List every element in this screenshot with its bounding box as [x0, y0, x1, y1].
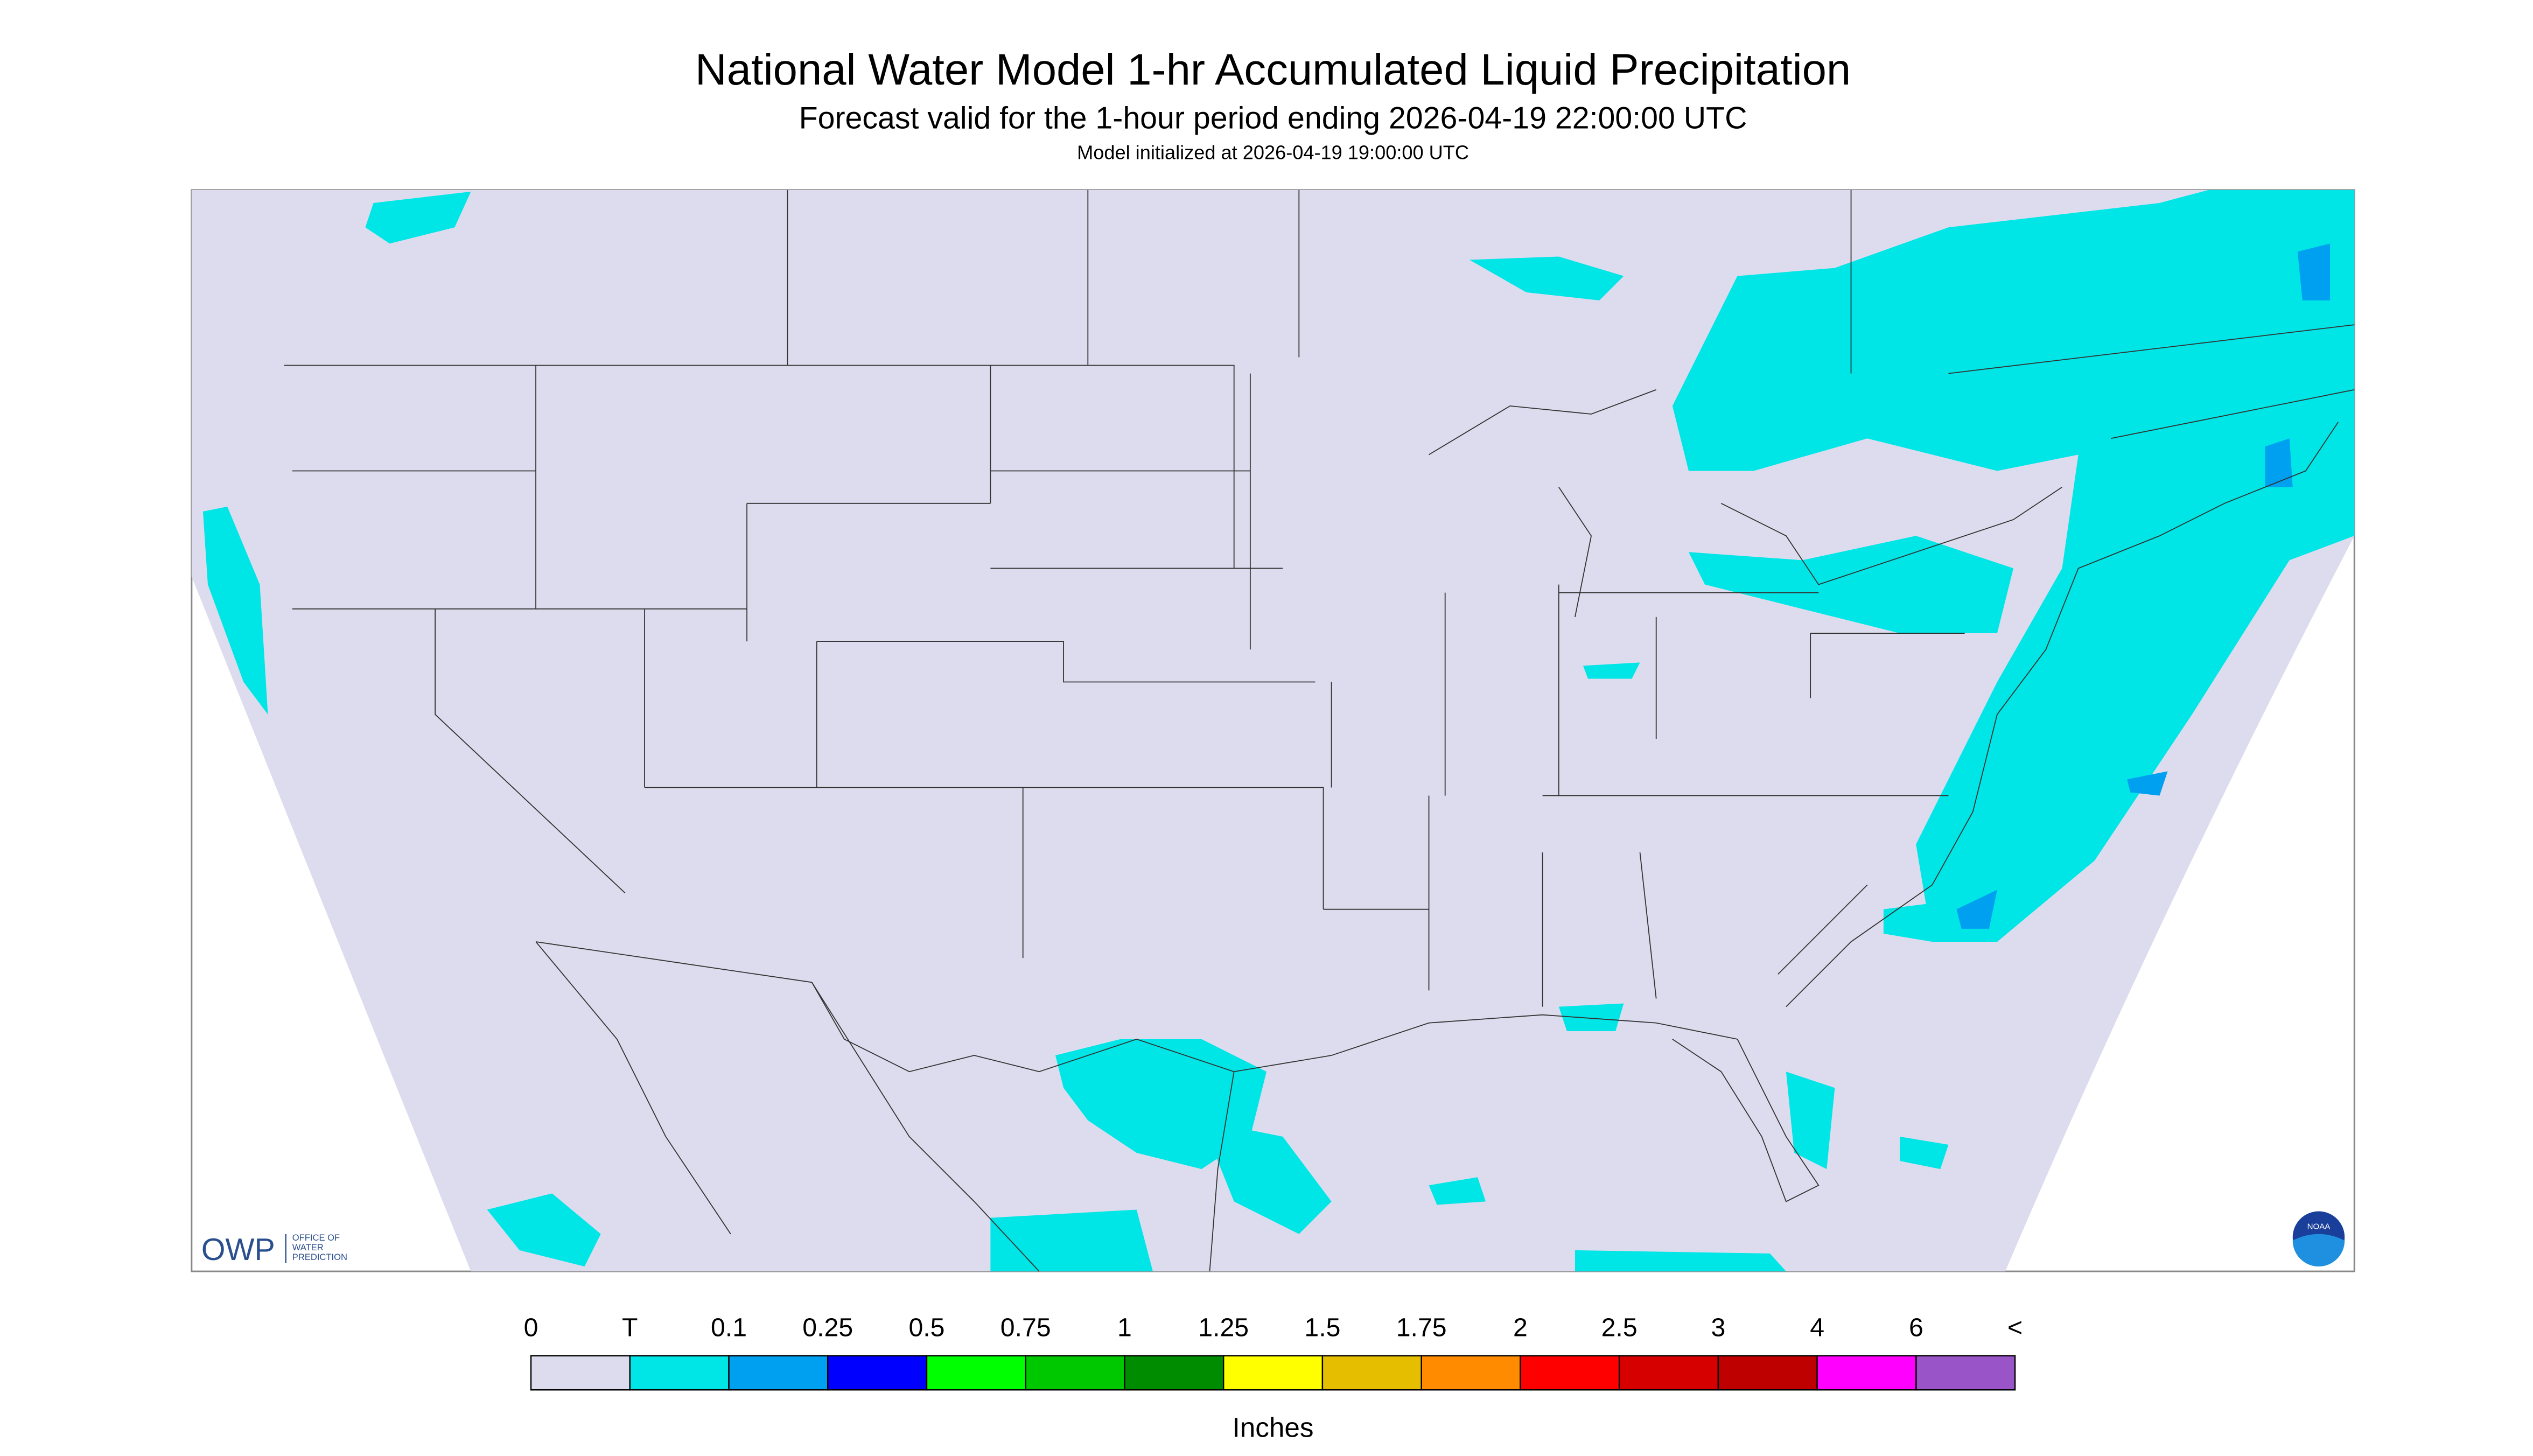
owp-logo-line: WATER	[292, 1242, 324, 1252]
legend-swatch	[530, 1355, 631, 1391]
legend-label: 0.25	[802, 1313, 853, 1342]
legend-label: 0	[524, 1313, 538, 1342]
legend-swatch	[1025, 1355, 1125, 1391]
legend-swatch	[827, 1355, 928, 1391]
legend: 0 T 0.1 0.25 0.5 0.75 1 1.25 1.5 1.75 2 2.5 3 4 6 <	[524, 1313, 2023, 1391]
title: National Water Model 1-hr Accumulated Li…	[695, 45, 1851, 94]
noaa-logo: NOAA	[2292, 1211, 2345, 1267]
legend-swatch	[1816, 1355, 1917, 1391]
legend-label: 6	[1909, 1313, 1923, 1342]
legend-swatch	[728, 1355, 829, 1391]
owp-logo-line: PREDICTION	[292, 1252, 347, 1262]
legend-swatch	[1321, 1355, 1422, 1391]
legend-label: 2	[1513, 1313, 1528, 1342]
legend-unit: Inches	[1233, 1412, 1314, 1443]
legend-label: 0.5	[908, 1313, 944, 1342]
boundaries	[284, 190, 2355, 1272]
legend-label: 0.1	[711, 1313, 747, 1342]
legend-swatch	[1520, 1355, 1620, 1391]
legend-label: 2.5	[1601, 1313, 1638, 1342]
noaa-logo-text: NOAA	[2307, 1222, 2331, 1231]
owp-logo-line: OFFICE OF	[292, 1233, 340, 1243]
legend-swatch	[1124, 1355, 1224, 1391]
legend-label: 3	[1711, 1313, 1725, 1342]
legend-swatch	[629, 1355, 730, 1391]
legend-label: 1	[1117, 1313, 1132, 1342]
subtitle: Forecast valid for the 1-hour period end…	[799, 101, 1747, 135]
legend-swatch	[1421, 1355, 1521, 1391]
legend-label: 4	[1810, 1313, 1824, 1342]
precip-areas	[202, 190, 2355, 1272]
legend-label: 1.75	[1396, 1313, 1447, 1342]
owp-logo-text: OWP	[201, 1233, 275, 1267]
legend-swatch	[1618, 1355, 1719, 1391]
legend-swatch	[926, 1355, 1026, 1391]
map: OWP OFFICE OF WATER PREDICTION NOAA	[191, 189, 2355, 1272]
legend-label: 1.25	[1198, 1313, 1249, 1342]
owp-logo: OWP OFFICE OF WATER PREDICTION	[201, 1233, 347, 1267]
legend-label: 1.5	[1304, 1313, 1340, 1342]
legend-swatch	[1915, 1355, 2016, 1391]
legend-swatch	[1222, 1355, 1324, 1391]
init-note: Model initialized at 2026-04-19 19:00:00…	[1077, 142, 1469, 164]
legend-label: <	[2007, 1313, 2023, 1342]
legend-label: T	[622, 1313, 638, 1342]
legend-swatch	[1717, 1355, 1818, 1391]
legend-label: 0.75	[1000, 1313, 1051, 1342]
model-domain	[191, 190, 2355, 1272]
